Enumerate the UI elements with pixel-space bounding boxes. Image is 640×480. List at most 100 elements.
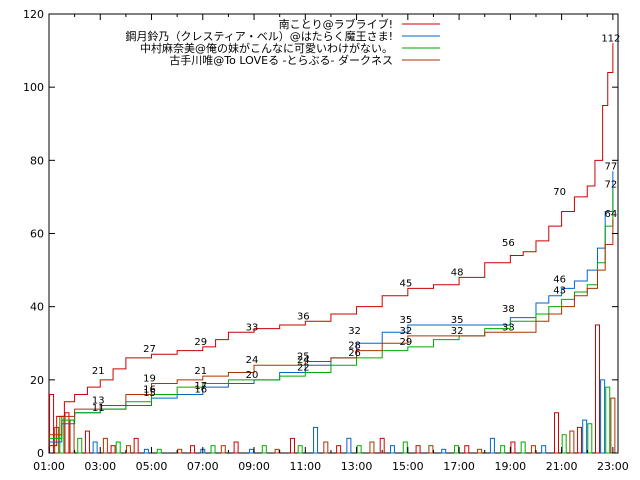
legend: 南ことり@ラブライブ!鋼月鈴乃（クレスティア・ベル）@はたらく魔王さま!中村麻奈…: [125, 17, 440, 67]
count-bar: [84, 430, 90, 454]
count-bar: [336, 445, 342, 454]
x-tick-label: 05:00: [136, 460, 168, 473]
y-tick-label: 120: [23, 8, 44, 21]
count-bar: [177, 448, 183, 454]
count-bar: [600, 379, 606, 454]
x-tick-label: 23:00: [597, 460, 629, 473]
point-label: 24: [246, 355, 259, 366]
count-bar: [530, 445, 536, 454]
x-tick-label: 09:00: [238, 460, 270, 473]
x-tick-label: 07:00: [187, 460, 219, 473]
point-label: 29: [399, 337, 412, 348]
point-label: 77: [605, 161, 618, 172]
point-label: 16: [143, 384, 156, 395]
point-label: 32: [348, 326, 361, 337]
count-bar: [92, 441, 98, 454]
count-bar: [64, 412, 70, 454]
point-label: 64: [605, 209, 618, 220]
plot-frame: [48, 13, 619, 454]
y-tick-label: 60: [30, 228, 44, 241]
point-label: 56: [502, 238, 515, 249]
point-label: 20: [246, 370, 259, 381]
count-bar: [500, 445, 506, 454]
count-bar: [69, 419, 75, 454]
count-bar: [115, 441, 121, 454]
count-bar: [415, 445, 421, 454]
count-bar: [587, 423, 593, 454]
x-tick-label: 19:00: [494, 460, 526, 473]
point-label: 32: [399, 326, 412, 337]
legend-label: 中村麻奈美@俺の妹がこんなに可愛いわけがない。: [140, 41, 393, 55]
count-bar: [346, 437, 352, 454]
count-bar: [356, 445, 362, 454]
point-label: 33: [502, 322, 515, 333]
count-bar: [610, 397, 616, 454]
count-bar: [233, 441, 239, 454]
count-bar: [323, 441, 329, 454]
legend-label: 鋼月鈴乃（クレスティア・ベル）@はたらく魔王さま!: [125, 29, 393, 43]
count-bar: [210, 445, 216, 454]
count-bar: [569, 430, 575, 454]
point-label: 38: [502, 304, 515, 315]
point-label: 33: [246, 322, 259, 333]
count-bar: [369, 441, 375, 454]
point-label: 11: [92, 403, 105, 414]
count-bar: [289, 437, 295, 454]
series-lines: [49, 43, 614, 447]
point-label: 35: [399, 315, 412, 326]
count-bar: [454, 445, 460, 454]
count-bar: [441, 448, 447, 454]
count-bar: [577, 426, 583, 454]
count-bar: [464, 445, 470, 454]
y-tick-label: 100: [23, 81, 44, 94]
point-label: 19: [143, 373, 156, 384]
point-label: 24: [297, 355, 310, 366]
series-line: [49, 43, 614, 447]
point-label: 70: [553, 187, 566, 198]
count-bar: [110, 445, 116, 454]
point-label: 13: [92, 395, 105, 406]
count-bar: [553, 412, 559, 454]
count-bar: [220, 445, 226, 454]
count-bar: [510, 441, 516, 454]
count-bar: [541, 445, 547, 454]
point-label: 17: [194, 381, 207, 392]
point-label: 16: [194, 384, 207, 395]
count-bar: [594, 324, 600, 454]
point-label: 43: [553, 286, 566, 297]
axis-ticks: 0 20 40 60 80 100 120 01:00 03:00 05:00 07:00 09:00…: [23, 8, 629, 473]
point-label: 25: [297, 352, 310, 363]
series-line: [49, 218, 614, 436]
legend-label: 古手川唯@To LOVEる -とらぶる- ダークネス: [169, 53, 393, 67]
point-label: 45: [399, 278, 412, 289]
y-tick-label: 40: [30, 301, 44, 314]
point-label: 32: [451, 326, 464, 337]
count-bar: [428, 445, 434, 454]
count-bar: [133, 437, 139, 454]
legend-label: 南ことり@ラブライブ!: [279, 17, 393, 31]
count-bar: [605, 386, 611, 454]
point-label: 48: [451, 267, 464, 278]
count-bar: [143, 448, 149, 454]
point-label: 35: [451, 315, 464, 326]
point-label: 36: [297, 311, 310, 322]
point-label: 28: [348, 341, 361, 352]
count-bars: [49, 324, 616, 454]
count-bar: [49, 393, 55, 454]
count-bar: [389, 445, 395, 454]
count-bar: [582, 419, 588, 454]
x-tick-label: 01:00: [33, 460, 65, 473]
x-tick-label: 11:00: [289, 460, 321, 473]
point-label: 22: [297, 363, 310, 374]
point-label: 46: [553, 275, 566, 286]
y-tick-label: 0: [37, 447, 44, 460]
point-label: 27: [143, 344, 156, 355]
x-tick-label: 21:00: [546, 460, 578, 473]
count-bar: [274, 448, 280, 454]
point-label: 29: [194, 337, 207, 348]
count-bar: [190, 445, 196, 454]
point-label: 72: [605, 180, 618, 191]
point-label: 26: [348, 348, 361, 359]
